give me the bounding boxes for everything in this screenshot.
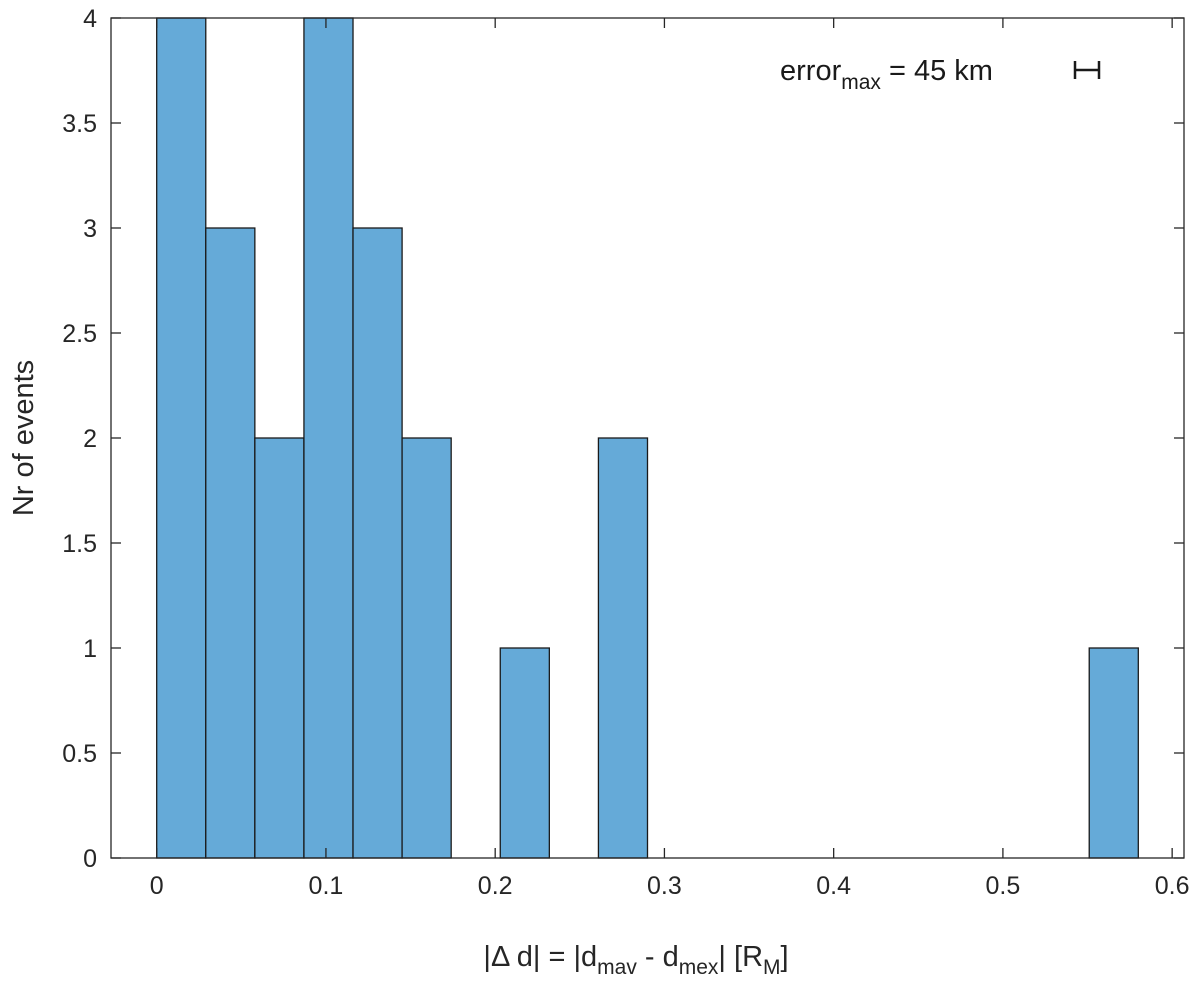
x-tick-label-4: 0.4 bbox=[816, 872, 851, 900]
x-axis-label: |Δ d| = |dmav - dmex| [RM] bbox=[483, 941, 788, 979]
histogram-bar-8 bbox=[1088, 647, 1139, 859]
y-tick-label-5: 2.5 bbox=[62, 320, 97, 348]
histogram-bar-5 bbox=[401, 437, 452, 859]
y-tick-label-3: 1.5 bbox=[62, 530, 97, 558]
histogram-bar-1 bbox=[205, 227, 256, 859]
histogram-bar-7 bbox=[597, 437, 649, 859]
x-tick-label-0: 0 bbox=[150, 872, 164, 900]
histogram-bar-2 bbox=[254, 437, 305, 859]
x-tick-label-5: 0.5 bbox=[986, 872, 1021, 900]
bars-group bbox=[156, 17, 1139, 859]
ticks-group bbox=[111, 17, 1184, 859]
error-annotation: errormax = 45 km bbox=[780, 55, 993, 94]
histogram-bar-6 bbox=[499, 647, 550, 859]
y-tick-label-6: 3 bbox=[83, 215, 97, 243]
x-tick-label-3: 0.3 bbox=[647, 872, 682, 900]
histogram-bar-4 bbox=[352, 227, 403, 859]
x-tick-label-2: 0.2 bbox=[478, 872, 513, 900]
y-tick-label-7: 3.5 bbox=[62, 110, 97, 138]
y-tick-label-8: 4 bbox=[83, 5, 97, 33]
error-bar-icon bbox=[1073, 61, 1101, 79]
x-tick-labels: 0 0.1 0.2 0.3 0.4 0.5 0.6 bbox=[150, 872, 1190, 900]
y-tick-label-4: 2 bbox=[83, 425, 97, 453]
y-tick-label-1: 0.5 bbox=[62, 740, 97, 768]
histogram-bar-0 bbox=[156, 17, 207, 859]
y-tick-labels: 0 0.5 1 1.5 2 2.5 3 3.5 4 bbox=[62, 5, 97, 873]
y-tick-label-2: 1 bbox=[83, 635, 97, 663]
x-tick-label-6: 0.6 bbox=[1155, 872, 1190, 900]
y-axis-label: Nr of events bbox=[8, 360, 40, 516]
y-tick-label-0: 0 bbox=[83, 845, 97, 873]
x-tick-label-1: 0.1 bbox=[309, 872, 344, 900]
histogram-bar-3 bbox=[303, 17, 354, 859]
